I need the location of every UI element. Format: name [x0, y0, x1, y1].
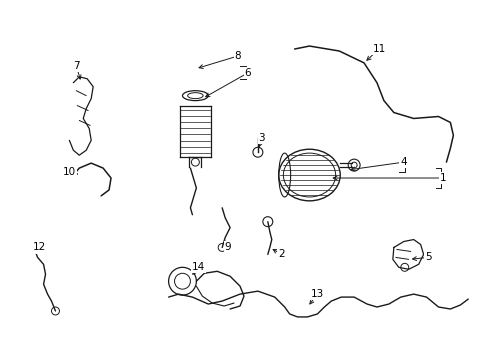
Text: 2: 2	[278, 249, 285, 260]
Text: 14: 14	[191, 262, 204, 272]
Text: 7: 7	[73, 61, 80, 71]
Text: 5: 5	[425, 252, 431, 262]
Text: 3: 3	[258, 133, 264, 143]
Text: 4: 4	[400, 157, 406, 167]
Text: 6: 6	[244, 68, 251, 78]
Text: 8: 8	[234, 51, 241, 61]
Text: 12: 12	[33, 243, 46, 252]
Text: 9: 9	[224, 243, 231, 252]
Text: 10: 10	[62, 167, 76, 177]
Text: 11: 11	[371, 44, 385, 54]
Text: 13: 13	[310, 289, 324, 299]
Text: 1: 1	[439, 173, 446, 183]
